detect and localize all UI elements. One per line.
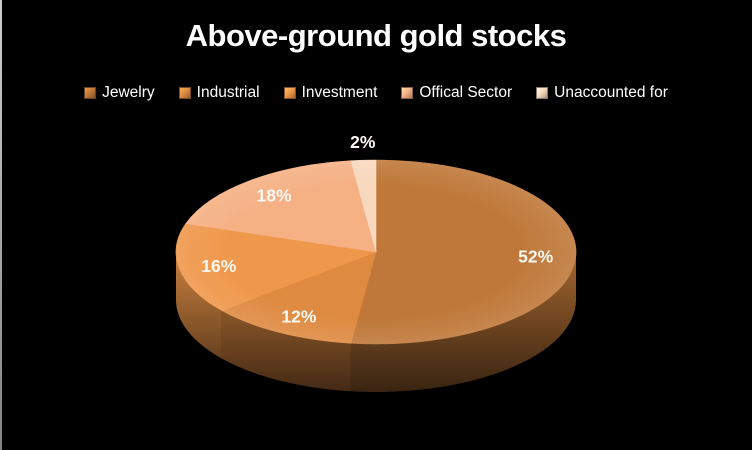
legend-label: Jewelry <box>102 84 155 101</box>
legend-item-offical-sector: Offical Sector <box>401 84 512 102</box>
legend-swatch-icon <box>283 87 296 99</box>
legend-item-unaccounted-for: Unaccounted for <box>536 84 668 102</box>
pie-label-unaccounted-for: 2% <box>350 132 376 152</box>
legend-label: Industrial <box>196 84 260 101</box>
chart-legend: Jewelry Industrial Investment Offical Secto… <box>0 84 752 102</box>
legend-swatch-icon <box>84 87 97 99</box>
legend-swatch-icon <box>178 87 191 99</box>
pie-label-industrial: 12% <box>281 307 316 327</box>
pie-label-investment: 16% <box>201 256 236 276</box>
legend-label: Unaccounted for <box>554 84 668 101</box>
legend-label: Investment <box>301 84 378 101</box>
pie-label-offical-sector: 18% <box>256 185 291 205</box>
legend-item-investment: Investment <box>283 84 378 102</box>
pie-side-industrial <box>221 310 351 392</box>
legend-item-industrial: Industrial <box>178 84 260 102</box>
legend-swatch-icon <box>536 87 549 99</box>
legend-label: Offical Sector <box>419 84 513 101</box>
pie-rim-highlight <box>176 160 576 344</box>
left-edge-line <box>0 0 2 450</box>
pie-label-jewelry: 52% <box>518 247 553 267</box>
legend-item-jewelry: Jewelry <box>84 84 155 102</box>
chart-title: Above-ground gold stocks <box>185 18 567 53</box>
pie-side-jewelry <box>350 252 576 392</box>
pie-side-investment <box>176 252 222 359</box>
legend-swatch-icon <box>401 87 414 99</box>
